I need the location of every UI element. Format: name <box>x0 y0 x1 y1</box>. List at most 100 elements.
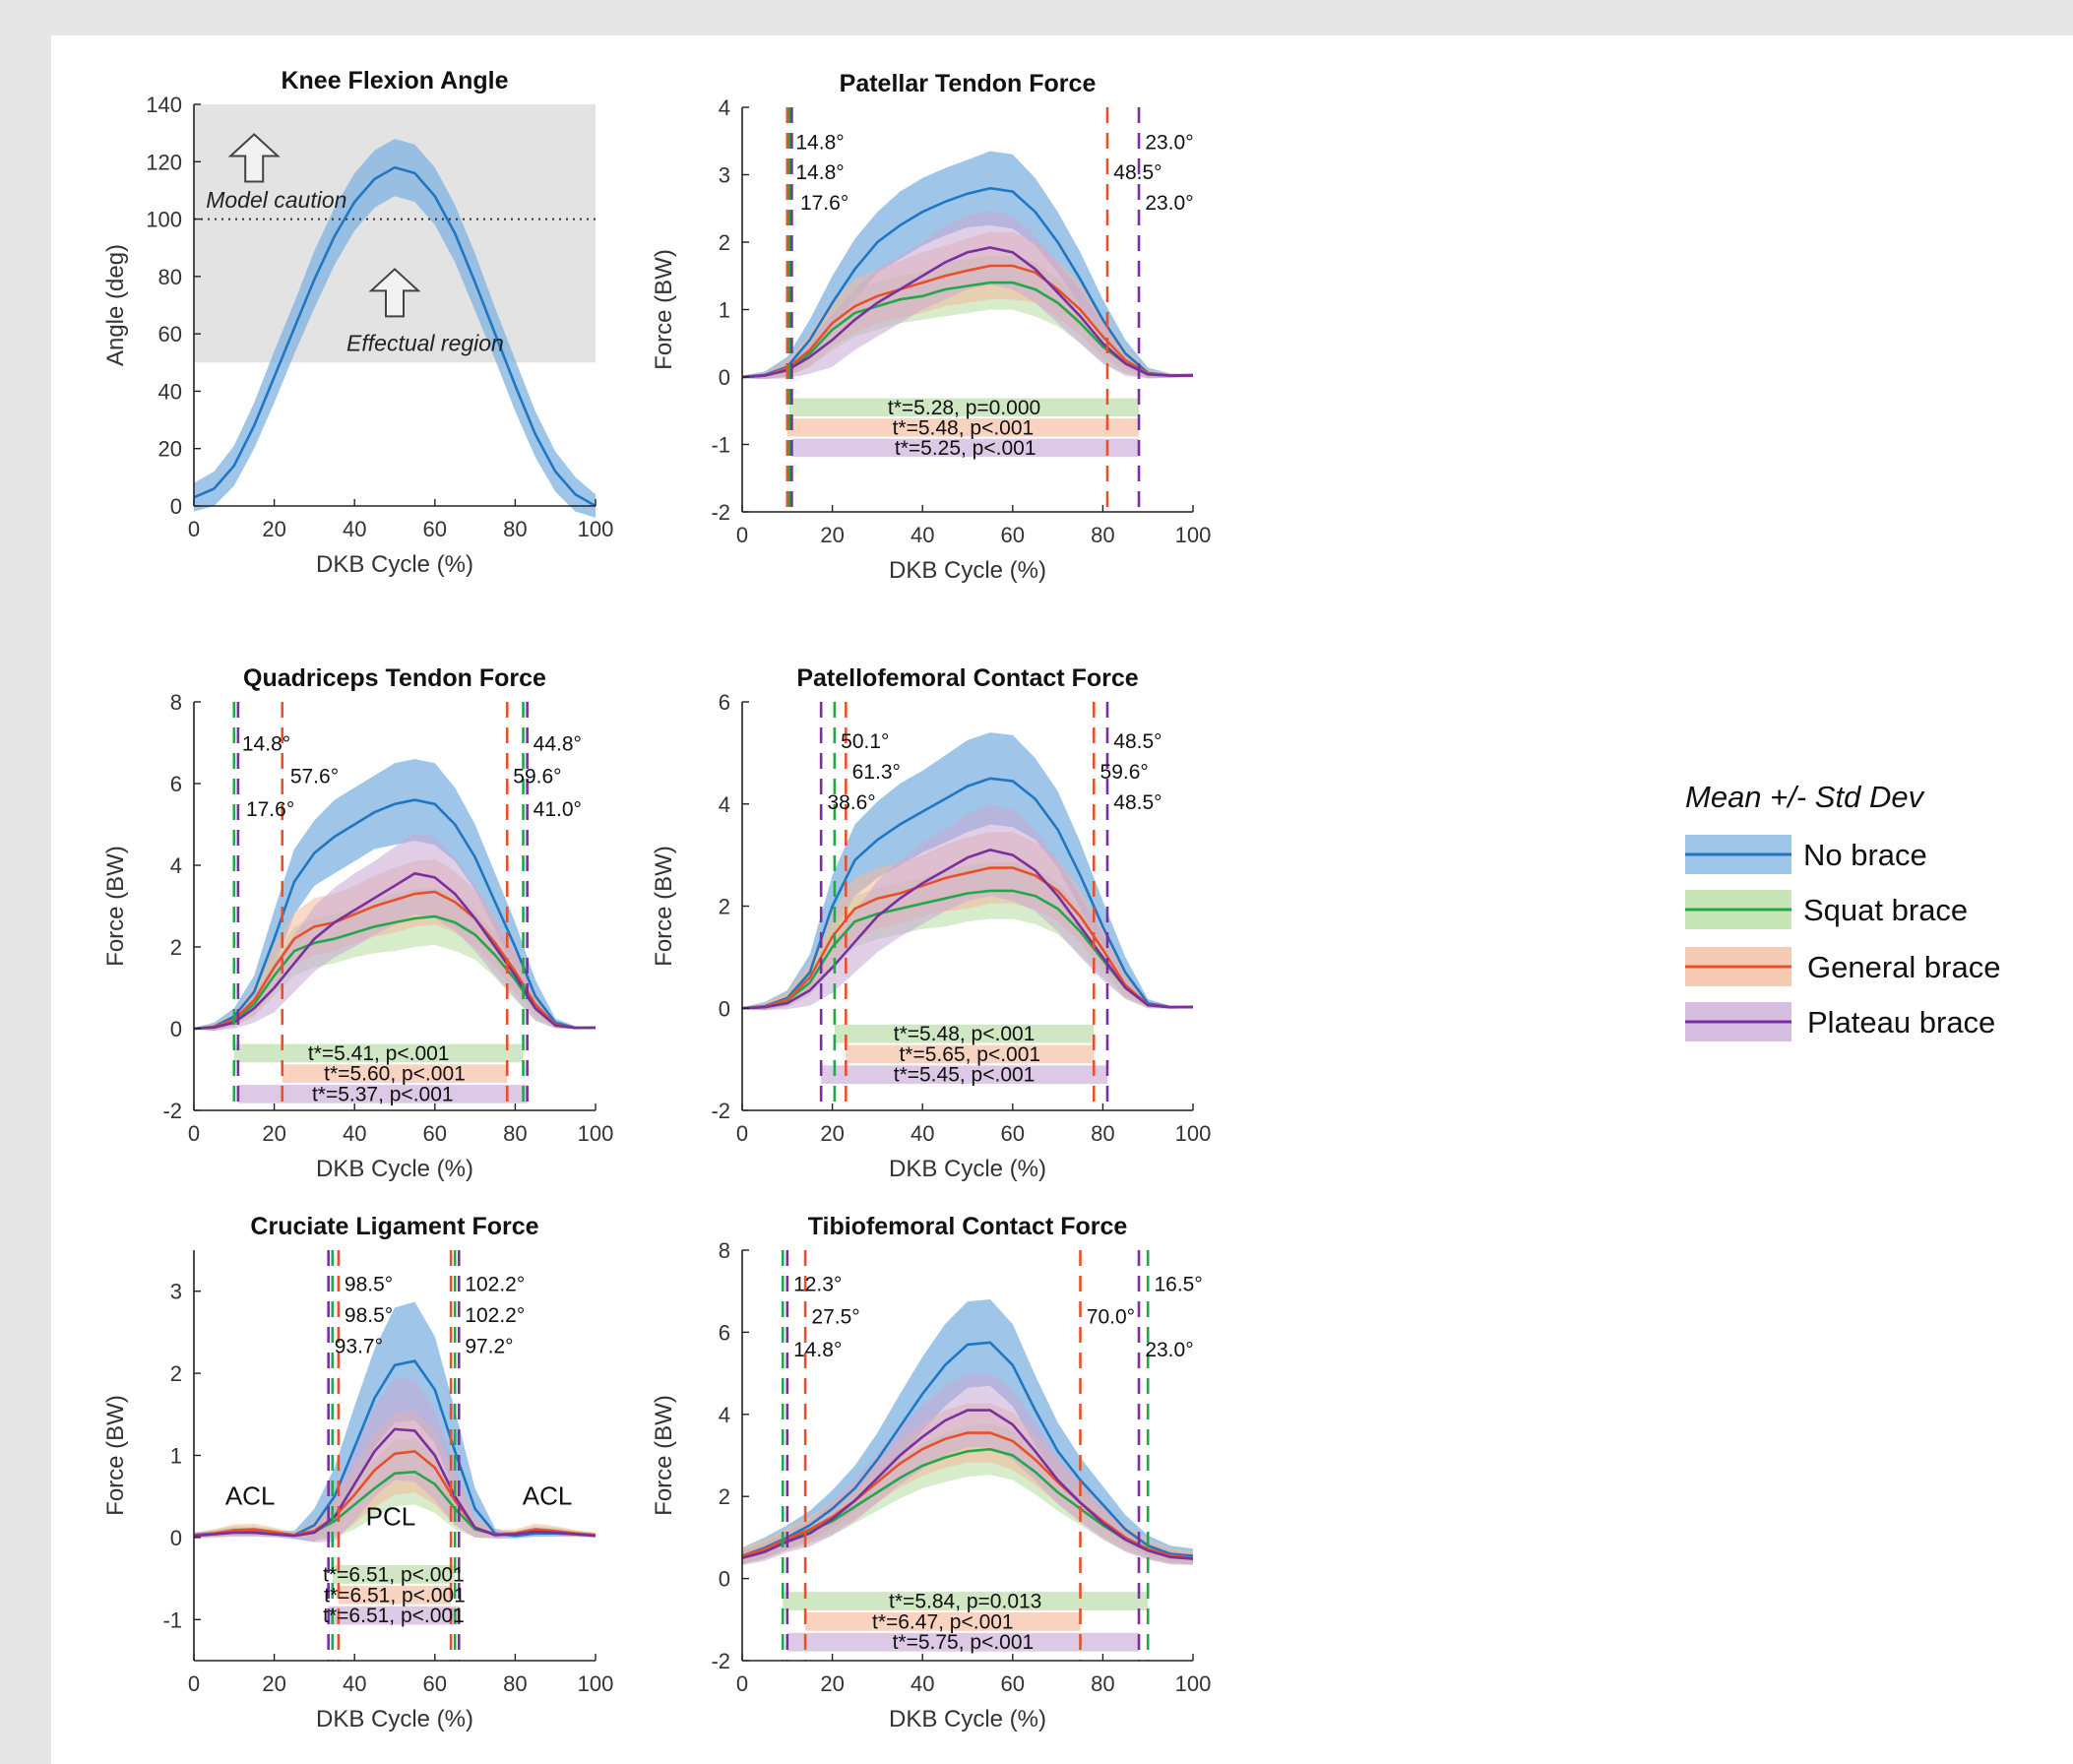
line-no-brace <box>193 798 597 1031</box>
stats-bar-general <box>846 1044 1095 1064</box>
stats-label: t*=5.45, p<.001 <box>894 1064 1036 1087</box>
stats-label: t*=5.84, p=0.013 <box>889 1591 1041 1613</box>
region-label: ACL <box>225 1481 276 1511</box>
line-no-brace <box>741 1341 1194 1557</box>
chart-title: Patellofemoral Contact Force <box>796 664 1138 692</box>
band-plateau-brace <box>194 832 596 1032</box>
y-tick-label: 20 <box>158 437 182 462</box>
x-tick-label: 0 <box>188 517 200 541</box>
x-tick-label: 60 <box>423 1121 447 1146</box>
y-tick-label: 3 <box>719 163 730 188</box>
x-tick-label: 60 <box>1001 1121 1025 1146</box>
y-tick-label: 0 <box>170 1017 182 1041</box>
legend: Mean +/- Std Dev No brace Squat brace Ge… <box>1685 780 2000 1041</box>
stats-label: t*=5.60, p<.001 <box>324 1063 466 1086</box>
legend-item-plateau-brace: Plateau brace <box>1685 1002 1995 1041</box>
legend-item-general-brace: General brace <box>1685 947 2000 986</box>
line-plateau-brace <box>741 849 1193 1010</box>
angle-label: 48.5° <box>1113 730 1162 753</box>
chart-title: Cruciate Ligament Force <box>250 1213 538 1240</box>
stats-label: t*=5.41, p<.001 <box>308 1042 450 1065</box>
x-tick-label: 80 <box>503 1121 527 1146</box>
angle-label: 23.0° <box>1145 1339 1193 1361</box>
angle-label: 102.2° <box>465 1273 525 1295</box>
region-label: PCL <box>366 1501 416 1531</box>
x-tick-label: 40 <box>343 1671 366 1696</box>
y-tick-label: 0 <box>170 494 182 519</box>
y-tick-label: 4 <box>719 95 730 120</box>
angle-label: 48.5° <box>1113 161 1162 184</box>
x-tick-label: 40 <box>911 523 934 547</box>
stats-bar-plateau <box>791 438 1140 458</box>
stats-bar-plateau <box>821 1065 1107 1085</box>
line-no-brace <box>193 165 597 508</box>
y-tick-label: 6 <box>719 1320 730 1345</box>
band-no-brace <box>742 151 1193 379</box>
stats-bar-squat <box>834 1024 1095 1043</box>
stats-label: t*=6.51, p<.001 <box>323 1605 465 1627</box>
x-tick-label: 100 <box>578 517 614 541</box>
y-tick-label: 8 <box>170 690 182 715</box>
y-tick-label: 4 <box>719 1403 730 1427</box>
line-general-brace <box>741 1431 1194 1560</box>
y-tick-label: 1 <box>170 1444 182 1469</box>
region-label: ACL <box>523 1481 573 1511</box>
arrow-up-icon <box>368 268 421 318</box>
x-tick-label: 80 <box>503 517 527 541</box>
line-plateau-brace <box>741 246 1193 379</box>
effectual-region-label: Effectual region <box>346 331 504 356</box>
y-tick-label: -1 <box>711 433 730 458</box>
angle-label: 59.6° <box>513 766 561 788</box>
x-tick-label: 80 <box>1091 1671 1114 1696</box>
angle-label: 48.5° <box>1113 791 1162 814</box>
x-tick-label: 20 <box>262 1671 285 1696</box>
y-axis-label: Force (BW) <box>651 1395 677 1516</box>
stats-bar-general <box>786 418 1140 437</box>
angle-label: 14.8° <box>795 161 844 184</box>
y-tick-label: -2 <box>711 1649 730 1673</box>
x-tick-label: 100 <box>1175 523 1212 547</box>
angle-label: 102.2° <box>465 1304 525 1327</box>
chart-title: Quadriceps Tendon Force <box>243 664 546 692</box>
stats-bar-general <box>282 1064 508 1083</box>
x-tick-label: 100 <box>578 1671 614 1696</box>
y-tick-label: 1 <box>719 298 730 323</box>
angle-label: 17.6° <box>800 192 848 215</box>
y-tick-label: 80 <box>158 265 182 289</box>
y-tick-label: 6 <box>719 690 730 715</box>
line-general-brace <box>741 264 1193 379</box>
y-tick-label: 2 <box>170 1361 182 1386</box>
model-caution-label: Model caution <box>206 187 346 213</box>
chart-title: Knee Flexion Angle <box>281 67 508 94</box>
x-axis-label: DKB Cycle (%) <box>889 557 1046 584</box>
y-tick-label: -2 <box>162 1099 182 1123</box>
band-no-brace <box>194 759 596 1032</box>
y-tick-label: 2 <box>719 230 730 255</box>
line-general-brace <box>193 890 596 1031</box>
x-tick-label: 80 <box>1091 523 1114 547</box>
band-plateau-brace <box>194 1378 596 1543</box>
y-tick-label: 2 <box>719 895 730 919</box>
line-no-brace <box>741 186 1194 379</box>
x-axis-label: DKB Cycle (%) <box>316 1156 473 1182</box>
x-tick-label: 20 <box>820 1121 844 1146</box>
y-tick-label: 2 <box>170 935 182 960</box>
x-axis-label: DKB Cycle (%) <box>889 1156 1046 1182</box>
arrow-up-icon <box>227 133 281 183</box>
x-tick-label: 20 <box>820 523 844 547</box>
stats-label: t*=5.25, p<.001 <box>895 437 1036 460</box>
line-plateau-brace <box>741 1409 1194 1560</box>
x-tick-label: 60 <box>423 1671 447 1696</box>
y-tick-label: 4 <box>719 792 730 817</box>
angle-label: 44.8° <box>534 733 582 756</box>
x-tick-label: 100 <box>1175 1671 1212 1696</box>
x-tick-label: 0 <box>736 523 748 547</box>
line-plateau-brace <box>193 871 596 1031</box>
angle-label: 70.0° <box>1087 1306 1135 1329</box>
y-tick-label: 0 <box>170 1526 182 1550</box>
x-tick-label: 40 <box>343 1121 366 1146</box>
y-tick-label: 4 <box>170 853 182 878</box>
